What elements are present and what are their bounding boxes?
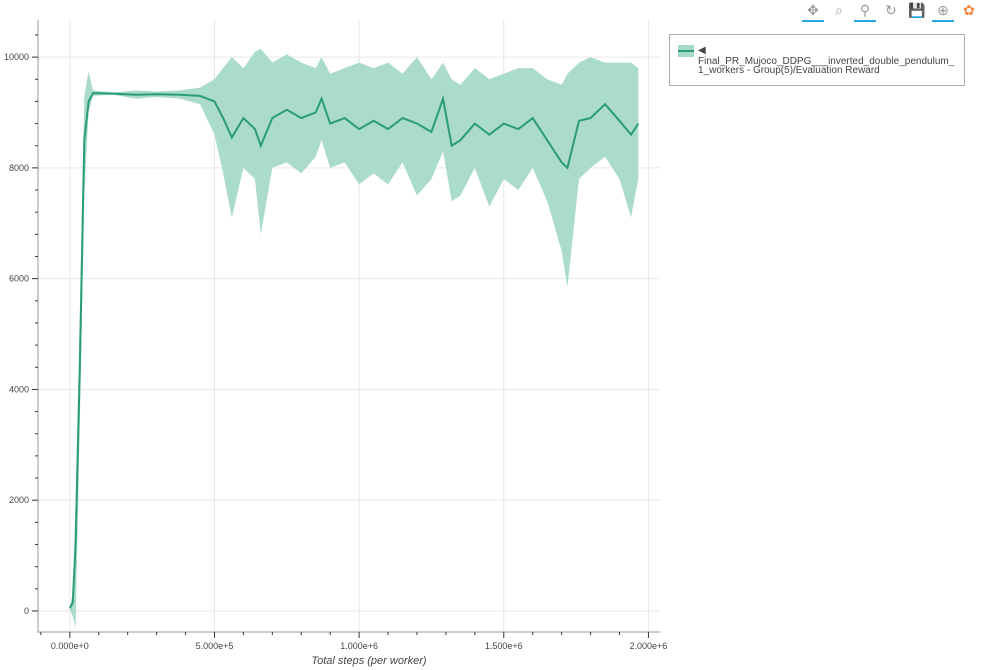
wheel-zoom-icon[interactable]: ⚲: [854, 0, 876, 22]
y-tick-label: 4000: [9, 384, 29, 394]
mean-line: [68, 92, 640, 609]
legend-label-line1[interactable]: ◀ Final_PR_Mujoco_DDPG___inverted_double…: [698, 45, 955, 67]
legend-label-line2: 1_workers - Group(5)/Evaluation Reward: [698, 65, 880, 76]
crosshair-icon[interactable]: ⊕: [932, 0, 954, 22]
y-tick-label: 0: [24, 606, 29, 616]
toolbar: ✥ ⌕ ⚲ ↻ 💾 ⊕ ✿: [802, 0, 980, 24]
legend: ◀ Final_PR_Mujoco_DDPG___inverted_double…: [669, 34, 965, 86]
confidence-band: [69, 48, 639, 628]
save-icon[interactable]: 💾: [908, 1, 926, 18]
move-icon[interactable]: ✥: [802, 0, 824, 22]
x-tick-label: 0.000e+0: [51, 641, 89, 651]
x-tick-label: 1.000e+6: [340, 641, 378, 651]
box-zoom-icon[interactable]: ⌕: [835, 1, 843, 18]
y-tick-label: 6000: [9, 274, 29, 284]
legend-swatch: [678, 45, 694, 57]
y-tick-label: 10000: [4, 52, 29, 62]
bokeh-logo-icon[interactable]: ✿: [963, 1, 975, 18]
x-tick-label: 5.000e+5: [196, 641, 234, 651]
x-axis-label: Total steps (per worker): [311, 655, 426, 667]
x-tick-label: 1.500e+6: [485, 641, 523, 651]
y-tick-label: 2000: [9, 495, 29, 505]
y-tick-label: 8000: [9, 163, 29, 173]
reset-icon[interactable]: ↻: [885, 1, 897, 18]
x-tick-label: 2.000e+6: [630, 641, 668, 651]
